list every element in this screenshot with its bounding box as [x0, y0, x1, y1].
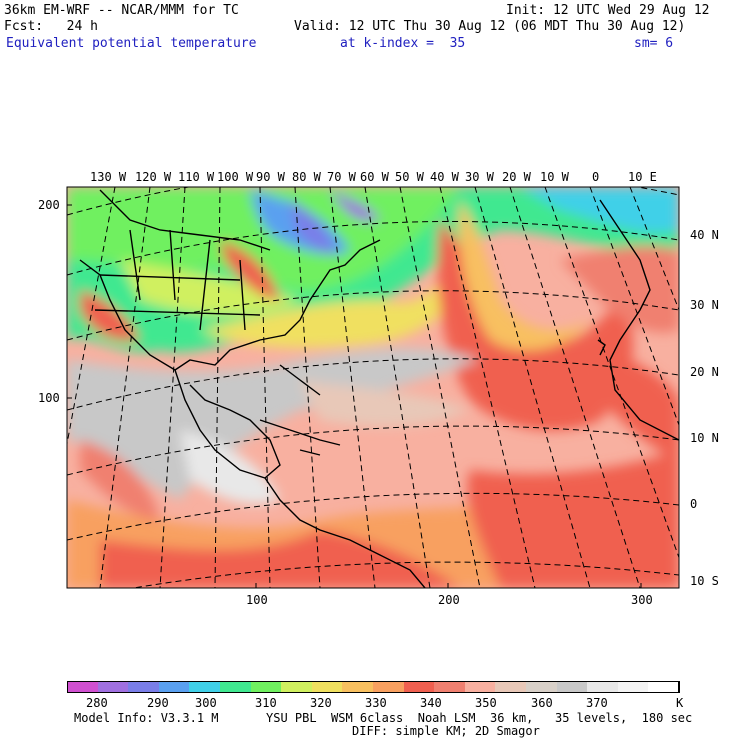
forecast-hour: Fcst: 24 h	[4, 19, 98, 34]
lon-label: 50 W	[395, 170, 424, 184]
graticule	[67, 187, 679, 588]
lat-label: 20 N	[690, 365, 719, 379]
lon-label: 60 W	[360, 170, 389, 184]
lon-label: 10 W	[540, 170, 569, 184]
colorbar-frame	[67, 681, 679, 693]
smoothing-info: sm= 6	[634, 36, 674, 51]
grid-x-label: 100	[246, 593, 268, 607]
lon-label: 90 W	[256, 170, 285, 184]
colorbar-label: 330	[365, 696, 387, 710]
lon-label: 20 W	[502, 170, 531, 184]
colorbar-swatch	[648, 681, 681, 693]
init-time: Init: 12 UTC Wed 29 Aug 12	[506, 3, 710, 18]
plot-border	[66, 186, 680, 589]
diffusion-info: DIFF: simple KM; 2D Smagor	[352, 724, 540, 738]
colorbar-label: 290	[147, 696, 169, 710]
colorbar-label: 360	[531, 696, 553, 710]
colorbar-label: 300	[195, 696, 217, 710]
colorbar-label: 310	[255, 696, 277, 710]
lon-label: 80 W	[292, 170, 321, 184]
lat-label: 10 S	[690, 574, 719, 588]
lon-label: 110 W	[178, 170, 215, 184]
lon-label: 100 W	[217, 170, 254, 184]
colorbar-label: 280	[86, 696, 108, 710]
coastlines	[79, 189, 679, 588]
model-info: Model Info: V3.3.1 M	[74, 711, 219, 725]
theta-e-field	[67, 187, 679, 588]
colorbar-label: 370	[586, 696, 608, 710]
grid-y-label: 100	[38, 391, 60, 405]
lat-label: 30 N	[690, 298, 719, 312]
lon-label: 0	[592, 170, 600, 184]
lon-label: 130 W	[90, 170, 127, 184]
colorbar-unit: K	[676, 696, 684, 710]
lon-label: 120 W	[135, 170, 172, 184]
grid-x-label: 200	[438, 593, 460, 607]
model-title: 36km EM-WRF -- NCAR/MMM for TC	[4, 3, 239, 18]
field-name: Equivalent potential temperature	[6, 36, 257, 51]
physics-info: YSU PBL WSM 6class Noah LSM 36 km, 35 le…	[266, 711, 693, 725]
level-info: at k-index = 35	[340, 36, 466, 51]
axis-ticks	[67, 204, 642, 588]
colorbar-label: 350	[475, 696, 497, 710]
colorbar-label: 340	[420, 696, 442, 710]
lon-label: 30 W	[465, 170, 494, 184]
lon-label: 10 E	[628, 170, 657, 184]
lat-label: 40 N	[690, 228, 719, 242]
valid-time: Valid: 12 UTC Thu 30 Aug 12 (06 MDT Thu …	[294, 19, 686, 34]
lat-label: 0	[690, 497, 698, 511]
lon-label: 70 W	[327, 170, 356, 184]
lon-label: 40 W	[430, 170, 459, 184]
colorbar-label: 320	[310, 696, 332, 710]
grid-y-label: 200	[38, 198, 60, 212]
grid-x-label: 300	[631, 593, 653, 607]
lat-label: 10 N	[690, 431, 719, 445]
